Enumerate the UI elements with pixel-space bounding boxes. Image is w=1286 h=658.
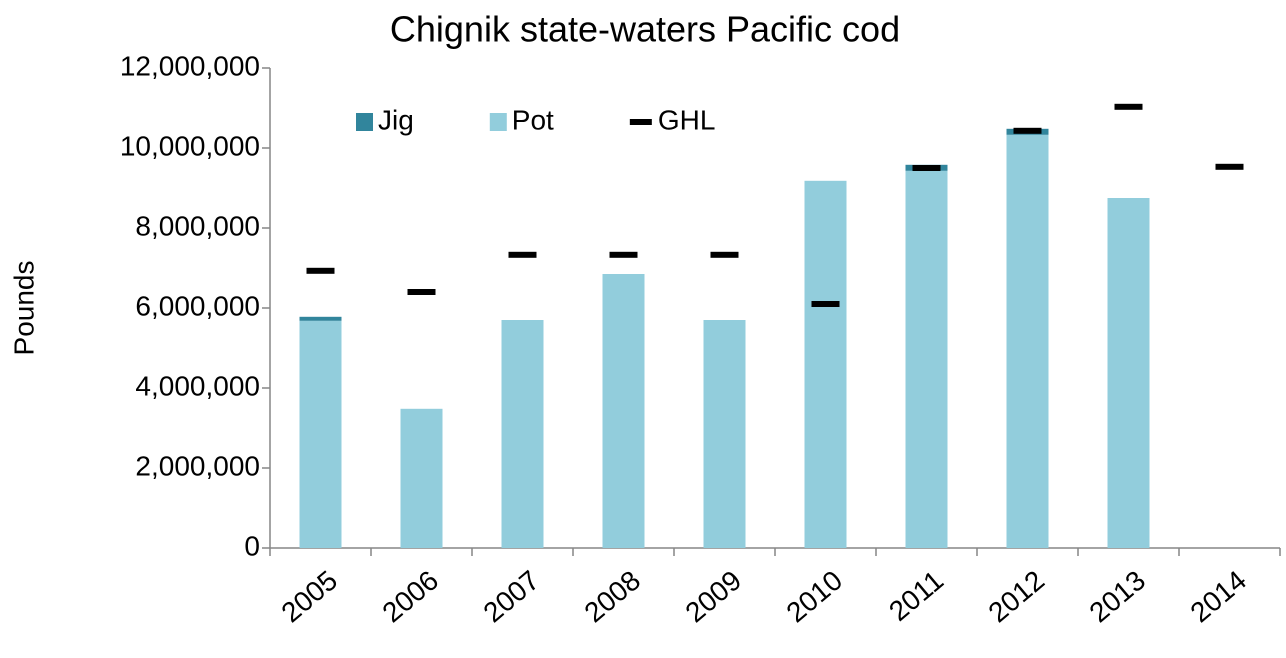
bar-jig <box>299 316 342 321</box>
bar-pot <box>400 408 443 548</box>
ghl-marker <box>306 267 335 274</box>
ghl-marker <box>1114 103 1143 110</box>
legend-label: Jig <box>378 104 414 135</box>
x-tick-label: 2007 <box>477 565 545 629</box>
ghl-marker <box>1215 163 1244 170</box>
x-tick-label: 2006 <box>376 565 444 629</box>
x-tick-label: 2010 <box>780 565 848 629</box>
x-tick-label: 2011 <box>883 565 949 627</box>
x-tick-label: 2012 <box>982 565 1050 629</box>
bar-pot <box>1006 134 1049 549</box>
bar-pot <box>501 320 544 548</box>
ghl-marker <box>1013 127 1042 134</box>
bar-pot <box>1107 198 1150 548</box>
bar-pot <box>299 320 342 548</box>
bar-pot <box>602 274 645 548</box>
bar-pot <box>905 170 948 549</box>
x-tick-label: 2008 <box>578 565 646 629</box>
y-tick-label: 8,000,000 <box>135 210 260 241</box>
ghl-marker <box>407 289 436 295</box>
legend-label: GHL <box>658 104 716 135</box>
ghl-marker <box>710 251 739 258</box>
ghl-marker <box>912 165 941 171</box>
ghl-marker <box>609 251 638 258</box>
ghl-marker <box>508 251 537 258</box>
bar-pot <box>703 320 746 548</box>
y-axis-label: Pounds <box>8 261 39 356</box>
y-tick-label: 0 <box>244 530 260 561</box>
legend-swatch <box>356 113 373 131</box>
y-tick-label: 6,000,000 <box>135 290 260 321</box>
legend-label: Pot <box>512 104 554 135</box>
bar-pot <box>804 180 847 549</box>
legend-swatch <box>489 113 507 131</box>
y-tick-label: 10,000,000 <box>120 130 260 161</box>
ghl-marker <box>811 301 840 307</box>
x-tick-label: 2009 <box>679 565 747 629</box>
x-tick-label: 2014 <box>1184 565 1252 629</box>
x-tick-label: 2005 <box>275 565 343 629</box>
chart-title: Chignik state-waters Pacific cod <box>390 9 900 50</box>
y-tick-label: 2,000,000 <box>135 450 260 481</box>
legend-swatch <box>629 119 652 125</box>
y-tick-label: 12,000,000 <box>120 50 260 81</box>
y-tick-label: 4,000,000 <box>135 370 260 401</box>
x-tick-label: 2013 <box>1083 565 1151 629</box>
